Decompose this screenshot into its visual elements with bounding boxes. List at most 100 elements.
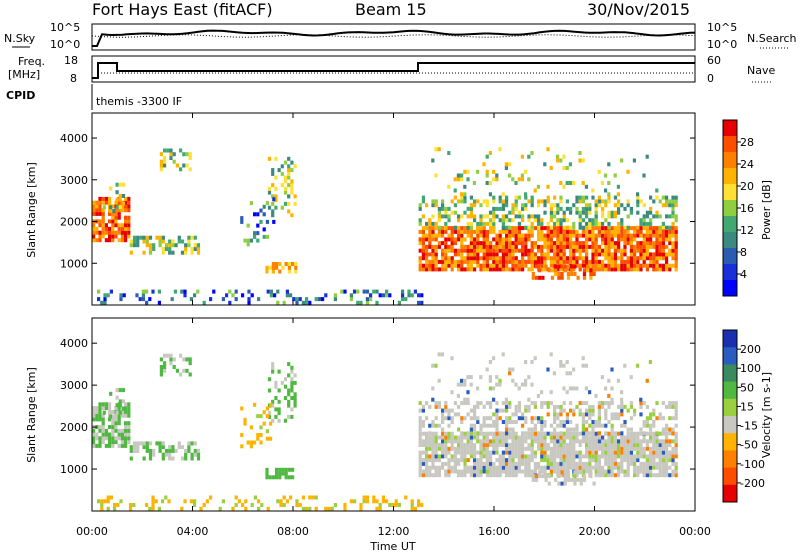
heatmap-cell xyxy=(381,293,385,298)
heatmap-cell xyxy=(460,259,464,264)
heatmap-cell xyxy=(588,229,592,234)
heatmap-cell xyxy=(278,475,282,480)
heatmap-cell xyxy=(145,239,149,244)
heatmap-cell xyxy=(546,401,550,406)
heatmap-cell xyxy=(607,420,611,424)
heatmap-cell xyxy=(182,357,186,362)
heatmap-cell xyxy=(629,435,633,440)
heatmap-cell xyxy=(511,435,515,440)
heatmap-cell xyxy=(623,439,627,444)
heatmap-cell xyxy=(581,233,585,238)
heatmap-cell xyxy=(365,289,369,294)
heatmap-cell xyxy=(495,244,499,249)
heatmap-cell xyxy=(524,192,528,197)
heatmap-cell xyxy=(521,252,525,257)
heatmap-cell xyxy=(98,413,102,418)
heatmap-cell xyxy=(349,293,353,298)
heatmap-cell xyxy=(292,297,296,302)
heatmap-cell xyxy=(447,218,451,223)
heatmap-cell xyxy=(114,425,118,429)
heatmap-cell xyxy=(668,404,672,409)
heatmap-cell xyxy=(98,204,102,209)
heatmap-cell xyxy=(537,439,541,444)
heatmap-cell xyxy=(290,168,294,173)
heatmap-cell xyxy=(444,259,448,264)
heatmap-cell xyxy=(514,382,518,387)
heatmap-cell xyxy=(101,402,105,407)
y-tick-label: 4000 xyxy=(60,132,88,145)
heatmap-cell xyxy=(565,446,569,451)
heatmap-cell xyxy=(476,199,480,204)
heatmap-cell xyxy=(145,243,149,248)
heatmap-cell xyxy=(639,248,643,253)
heatmap-cell xyxy=(610,416,614,421)
heatmap-cell xyxy=(111,428,115,433)
heatmap-cell xyxy=(594,221,598,226)
heatmap-cell xyxy=(469,443,473,447)
heatmap-cell xyxy=(485,446,489,451)
heatmap-cell xyxy=(460,199,464,204)
heatmap-cell xyxy=(620,401,624,406)
heatmap-cell xyxy=(505,450,509,455)
heatmap-cell xyxy=(620,237,624,242)
freq-series-line xyxy=(92,62,695,79)
heatmap-cell xyxy=(256,433,260,437)
heatmap-cell xyxy=(508,446,512,451)
heatmap-cell xyxy=(101,428,105,433)
heatmap-cell xyxy=(553,226,557,231)
heatmap-cell xyxy=(460,473,464,478)
heatmap-cell xyxy=(501,267,505,272)
heatmap-cell xyxy=(671,416,675,421)
colorbar-tick-label: -50 xyxy=(740,439,758,452)
heatmap-cell xyxy=(489,241,493,246)
heatmap-cell xyxy=(585,465,589,470)
heatmap-cell xyxy=(447,469,451,474)
heatmap-cell xyxy=(517,435,521,440)
heatmap-cell xyxy=(444,210,448,215)
heatmap-cell xyxy=(540,423,544,428)
heatmap-cell xyxy=(549,225,553,230)
heatmap-cell xyxy=(601,214,605,219)
heatmap-cell xyxy=(298,297,302,302)
heatmap-cell xyxy=(259,219,263,224)
heatmap-cell xyxy=(111,223,115,228)
heatmap-cell xyxy=(453,439,457,444)
heatmap-cell xyxy=(388,293,392,298)
heatmap-cell xyxy=(588,263,592,268)
heatmap-cell xyxy=(543,439,547,444)
heatmap-cell xyxy=(293,399,297,404)
heatmap-cell xyxy=(610,397,614,402)
heatmap-cell xyxy=(591,218,595,223)
heatmap-cell xyxy=(397,503,401,507)
heatmap-cell xyxy=(117,421,121,426)
heatmap-cell xyxy=(431,439,435,444)
heatmap-cell xyxy=(633,259,637,264)
heatmap-cell xyxy=(514,420,518,424)
heatmap-cell xyxy=(277,168,281,173)
heatmap-cell xyxy=(543,233,547,238)
heatmap-cell xyxy=(466,435,470,440)
heatmap-cell xyxy=(629,206,633,211)
heatmap-cell xyxy=(98,211,102,216)
heatmap-cell xyxy=(649,431,653,436)
heatmap-cell xyxy=(534,275,539,280)
nsearch-series-line xyxy=(91,34,696,38)
heatmap-cell xyxy=(645,221,649,226)
heatmap-cell xyxy=(489,244,493,249)
heatmap-cell xyxy=(485,214,489,219)
heatmap-cell xyxy=(533,252,537,257)
heatmap-cell xyxy=(617,454,621,459)
heatmap-cell xyxy=(671,458,675,463)
heatmap-cell xyxy=(434,404,438,409)
heatmap-cell xyxy=(492,256,496,261)
heatmap-cell xyxy=(476,439,480,444)
heatmap-cell xyxy=(524,446,528,451)
heatmap-cell xyxy=(665,256,669,261)
heatmap-cell xyxy=(136,448,140,453)
heatmap-cell xyxy=(655,252,659,257)
heatmap-cell xyxy=(290,380,294,385)
heatmap-cell xyxy=(565,256,569,261)
heatmap-cell xyxy=(498,439,502,444)
heatmap-cell xyxy=(274,156,278,161)
heatmap-cell xyxy=(124,196,128,201)
